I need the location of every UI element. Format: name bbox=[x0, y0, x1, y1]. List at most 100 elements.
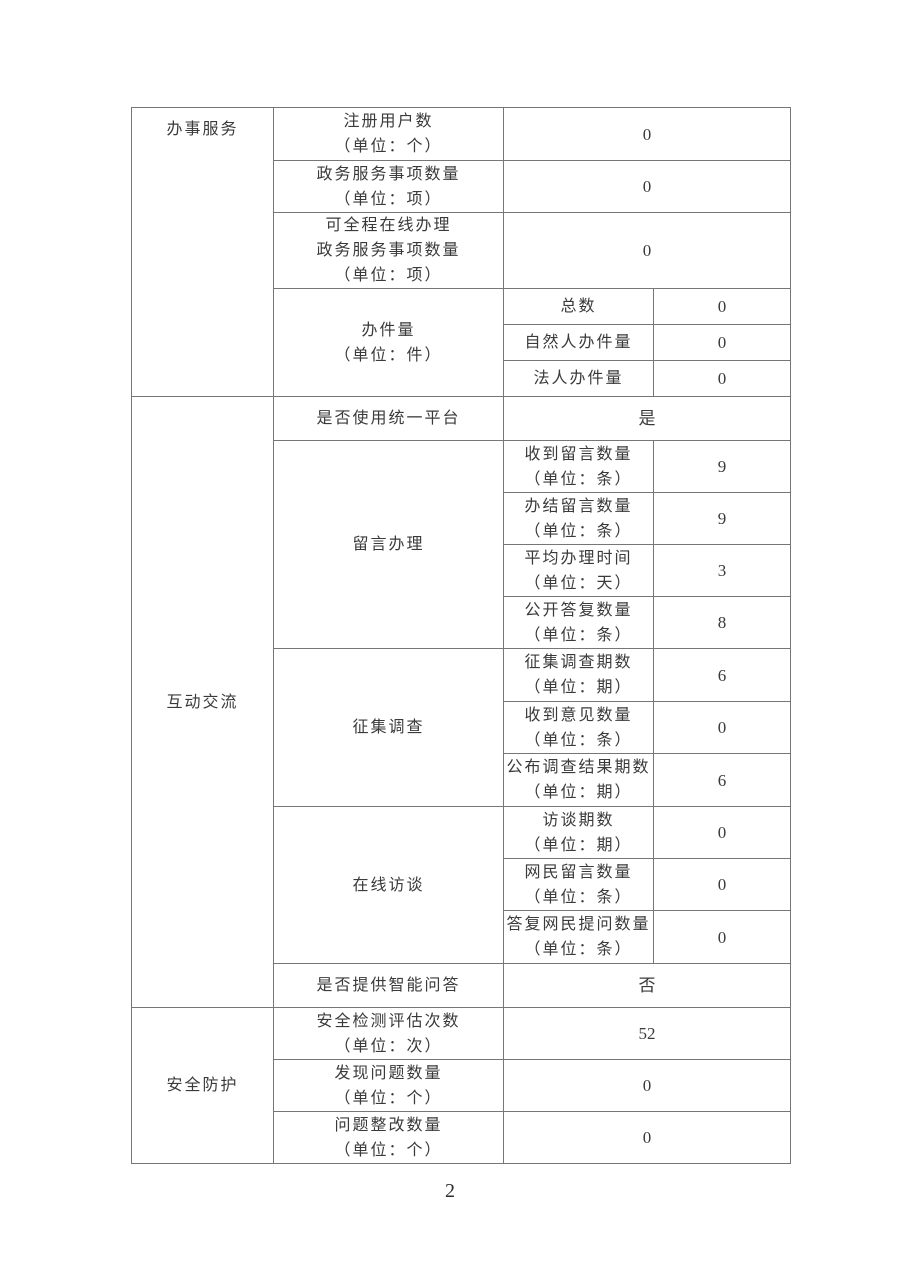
cell-avg-time-value: 3 bbox=[653, 544, 791, 597]
label-text: 发现问题数量 （单位：个） bbox=[334, 1064, 443, 1107]
cell-interview-issues-value: 0 bbox=[653, 806, 791, 859]
label-text: 政务服务事项数量 （单位：项） bbox=[316, 165, 461, 208]
cell-full-online-items-label: 可全程在线办理 政务服务事项数量 （单位：项） bbox=[273, 212, 504, 289]
cell-results-published-value: 6 bbox=[653, 753, 791, 807]
value-text: 0 bbox=[717, 369, 727, 388]
value-text: 0 bbox=[717, 823, 727, 842]
cell-problems-found-label: 发现问题数量 （单位：个） bbox=[273, 1059, 504, 1112]
table-row: 答复网民提问数量 （单位：条） 0 bbox=[132, 910, 791, 964]
cell-messages-completed-label: 办结留言数量 （单位：条） bbox=[503, 492, 654, 545]
cell-security-checks-value: 52 bbox=[503, 1007, 791, 1060]
table-row: 平均办理时间 （单位：天） 3 bbox=[132, 544, 791, 597]
value-text: 0 bbox=[642, 1128, 652, 1147]
cell-interview-label: 在线访谈 bbox=[273, 806, 504, 964]
label-text: 收到留言数量 （单位：条） bbox=[524, 445, 633, 488]
value-text: 0 bbox=[717, 297, 727, 316]
table-row: 征集调查 征集调查期数 （单位：期） 6 bbox=[132, 648, 791, 807]
cell-survey-issues-label: 征集调查期数 （单位：期） bbox=[503, 648, 654, 702]
table-row: 法人办件量 0 bbox=[132, 360, 791, 397]
table-row: 政务服务事项数量 （单位：项） 0 bbox=[132, 160, 791, 213]
value-text: 6 bbox=[717, 770, 727, 790]
table-row: 在线访谈 访谈期数 （单位：期） 0 bbox=[132, 806, 791, 964]
cell-legal-person-label: 法人办件量 bbox=[503, 360, 654, 397]
value-text: 3 bbox=[717, 561, 727, 580]
cell-survey-label: 征集调查 bbox=[273, 648, 504, 807]
cell-problems-fixed-value: 0 bbox=[503, 1111, 791, 1164]
label-text: 公开答复数量 （单位：条） bbox=[524, 601, 633, 644]
label-text: 留言办理 bbox=[352, 536, 425, 553]
table-row: 问题整改数量 （单位：个） 0 bbox=[132, 1111, 791, 1164]
report-table: 办事服务 注册用户数 （单位：个） 0 政务服务事项数量 （单位：项） 0 可全… bbox=[131, 107, 791, 1164]
label-text: 安全检测评估次数 （单位：次） bbox=[316, 1012, 461, 1055]
cell-smart-qa-label: 是否提供智能问答 bbox=[273, 963, 504, 1008]
cell-messages-received-label: 收到留言数量 （单位：条） bbox=[503, 440, 654, 493]
table-row: 网民留言数量 （单位：条） 0 bbox=[132, 858, 791, 911]
group-cell-security: 安全防护 bbox=[131, 1007, 274, 1164]
cell-registered-users-label: 注册用户数 （单位：个） bbox=[273, 107, 504, 161]
cell-problems-fixed-label: 问题整改数量 （单位：个） bbox=[273, 1111, 504, 1164]
cell-legal-person-value: 0 bbox=[653, 360, 791, 397]
table-row: 公开答复数量 （单位：条） 8 bbox=[132, 596, 791, 649]
label-text: 访谈期数 （单位：期） bbox=[524, 811, 633, 854]
value-text: 8 bbox=[717, 613, 727, 632]
value-text: 52 bbox=[638, 1024, 656, 1043]
table-row: 互动交流 是否使用统一平台 是 bbox=[131, 396, 791, 1008]
cell-public-replies-value: 8 bbox=[653, 596, 791, 649]
label-text: 法人办件量 bbox=[533, 370, 624, 387]
table-row: 是否提供智能问答 否 bbox=[132, 963, 791, 1008]
cell-messages-received-value: 9 bbox=[653, 440, 791, 493]
cell-opinions-received-value: 0 bbox=[653, 701, 791, 754]
table-row: 办结留言数量 （单位：条） 9 bbox=[132, 492, 791, 545]
value-text: 0 bbox=[642, 241, 652, 260]
value-text: 0 bbox=[642, 177, 652, 196]
cell-results-published-label: 公布调查结果期数 （单位：期） bbox=[503, 753, 654, 807]
cell-public-replies-label: 公开答复数量 （单位：条） bbox=[503, 596, 654, 649]
cell-messages-completed-value: 9 bbox=[653, 492, 791, 545]
cell-case-total-value: 0 bbox=[653, 288, 791, 325]
value-text: 0 bbox=[717, 718, 727, 737]
table-row: 公布调查结果期数 （单位：期） 6 bbox=[132, 753, 791, 807]
value-text: 0 bbox=[717, 333, 727, 352]
cell-security-checks-label: 安全检测评估次数 （单位：次） bbox=[273, 1007, 504, 1060]
cell-service-items-value: 0 bbox=[503, 160, 791, 213]
cell-natural-person-label: 自然人办件量 bbox=[503, 324, 654, 361]
group-label-services: 办事服务 bbox=[166, 121, 239, 138]
value-text: 6 bbox=[717, 665, 727, 685]
value-text: 0 bbox=[642, 124, 652, 144]
cell-registered-users-value: 0 bbox=[503, 107, 791, 161]
cell-netizen-messages-label: 网民留言数量 （单位：条） bbox=[503, 858, 654, 911]
cell-questions-answered-label: 答复网民提问数量 （单位：条） bbox=[503, 910, 654, 964]
value-text: 0 bbox=[717, 927, 727, 947]
label-text: 问题整改数量 （单位：个） bbox=[334, 1116, 443, 1159]
value-text: 否 bbox=[638, 976, 656, 995]
cell-case-volume-label: 办件量 （单位：件） bbox=[273, 288, 504, 397]
label-text: 总数 bbox=[560, 298, 597, 315]
group-cell-interaction: 互动交流 bbox=[131, 396, 274, 1008]
cell-full-online-items-value: 0 bbox=[503, 212, 791, 289]
table-row: 办件量 （单位：件） 总数 0 bbox=[132, 288, 791, 397]
cell-service-items-label: 政务服务事项数量 （单位：项） bbox=[273, 160, 504, 213]
cell-unified-platform-value: 是 bbox=[503, 396, 791, 441]
group-cell-services: 办事服务 bbox=[131, 107, 274, 397]
cell-interview-issues-label: 访谈期数 （单位：期） bbox=[503, 806, 654, 859]
label-text: 收到意见数量 （单位：条） bbox=[524, 706, 633, 749]
label-text: 办结留言数量 （单位：条） bbox=[524, 497, 633, 540]
label-text: 答复网民提问数量 （单位：条） bbox=[506, 916, 651, 958]
cell-survey-issues-value: 6 bbox=[653, 648, 791, 702]
cell-questions-answered-value: 0 bbox=[653, 910, 791, 964]
label-text: 是否提供智能问答 bbox=[316, 977, 461, 994]
label-text: 征集调查期数 （单位：期） bbox=[524, 654, 633, 696]
label-text: 是否使用统一平台 bbox=[316, 410, 461, 427]
group-label-interaction: 互动交流 bbox=[166, 693, 239, 711]
page-number: 2 bbox=[445, 1180, 455, 1202]
label-text: 在线访谈 bbox=[352, 876, 425, 894]
cell-natural-person-value: 0 bbox=[653, 324, 791, 361]
group-label-security: 安全防护 bbox=[166, 1077, 239, 1094]
label-text: 网民留言数量 （单位：条） bbox=[524, 863, 633, 906]
cell-avg-time-label: 平均办理时间 （单位：天） bbox=[503, 544, 654, 597]
cell-unified-platform-label: 是否使用统一平台 bbox=[273, 396, 504, 441]
label-text: 征集调查 bbox=[352, 719, 425, 736]
label-text: 公布调查结果期数 （单位：期） bbox=[506, 759, 651, 801]
label-text: 平均办理时间 （单位：天） bbox=[524, 549, 633, 592]
